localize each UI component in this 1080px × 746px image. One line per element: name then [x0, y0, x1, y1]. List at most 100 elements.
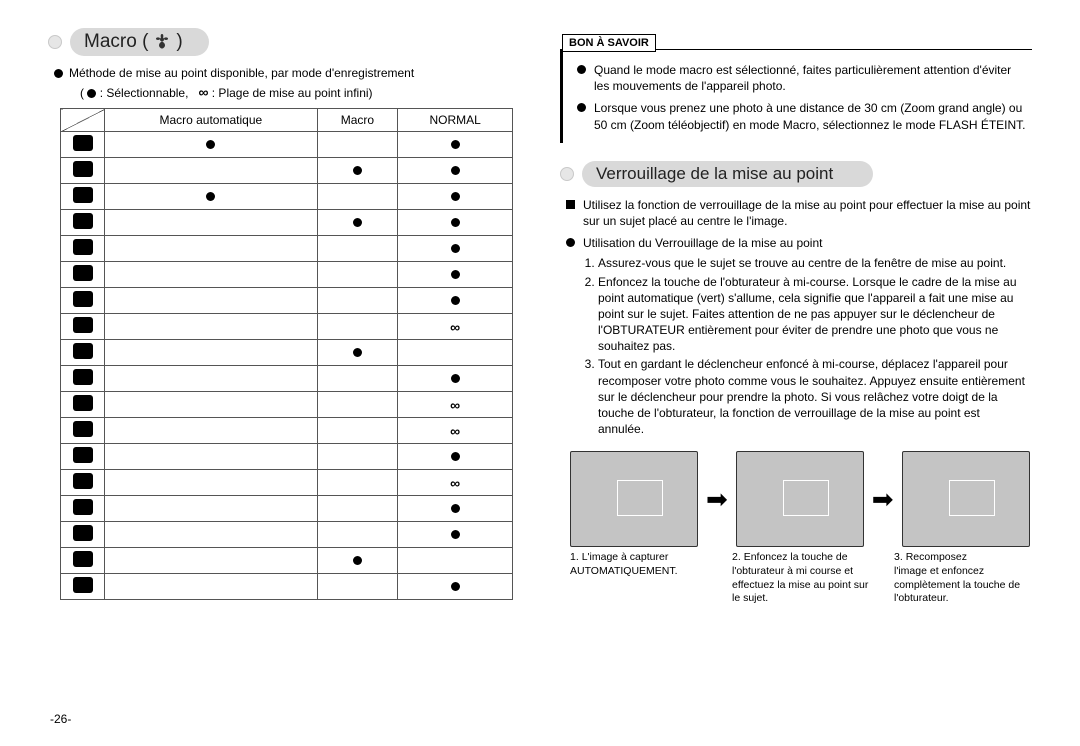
mode-icon [73, 577, 93, 593]
dot-icon [353, 166, 362, 175]
macro-section-header: Macro ( ) [48, 28, 520, 56]
captions-row: 1. L'image à capturerAUTOMATIQUEMENT.2. … [570, 551, 1032, 606]
caption-l2: l'image et enfoncez complètement la touc… [894, 565, 1020, 604]
dot-icon [451, 218, 460, 227]
mode-icon [73, 343, 93, 359]
mode-icon-cell [61, 158, 105, 184]
dot-icon [353, 218, 362, 227]
mode-icon-cell [61, 470, 105, 496]
cell-macro [317, 158, 398, 184]
info-item-text: Lorsque vous prenez une photo à une dist… [594, 100, 1026, 132]
utilization-line: Utilisation du Verrouillage de la mise a… [566, 235, 1032, 251]
mode-icon-cell [61, 392, 105, 418]
dot-icon [451, 140, 460, 149]
steps-list: Assurez-vous que le sujet se trouve au c… [598, 255, 1032, 437]
cell-macro [317, 418, 398, 444]
mode-icon-cell [61, 574, 105, 600]
col-normal: NORMAL [398, 109, 513, 132]
cell-macro [317, 262, 398, 288]
table-header-row: Macro automatique Macro NORMAL [61, 109, 513, 132]
step-item: Enfoncez la touche de l'obturateur à mi-… [598, 274, 1032, 355]
dot-icon [206, 140, 215, 149]
dot-icon [353, 348, 362, 357]
title-prefix: Macro ( [84, 31, 148, 53]
mode-icon [73, 187, 93, 203]
bullet-icon [54, 69, 63, 78]
dot-icon [451, 452, 460, 461]
table-row [61, 340, 513, 366]
cell-normal [398, 496, 513, 522]
cell-auto [105, 158, 318, 184]
page-number: -26- [50, 712, 71, 726]
info-item: Quand le mode macro est sélectionné, fai… [577, 62, 1026, 94]
caption-l2: l'obturateur à mi course et effectuez la… [732, 565, 868, 604]
caption-l2: AUTOMATIQUEMENT. [570, 565, 678, 577]
table-row [61, 548, 513, 574]
lcd-preview-2 [736, 451, 864, 547]
cell-auto [105, 444, 318, 470]
dot-icon [451, 504, 460, 513]
cell-normal [398, 184, 513, 210]
intro-line: Méthode de mise au point disponible, par… [54, 66, 520, 80]
col-auto: Macro automatique [105, 109, 318, 132]
dot-icon [206, 192, 215, 201]
table-row [61, 574, 513, 600]
cell-normal [398, 366, 513, 392]
cell-auto [105, 366, 318, 392]
bullet-icon [566, 238, 575, 247]
cell-auto [105, 496, 318, 522]
infinity-icon: ∞ [450, 475, 460, 491]
legend-line: ( : Sélectionnable, ∞ : Plage de mise au… [80, 84, 520, 100]
cell-normal [398, 574, 513, 600]
focus-lock-header: Verrouillage de la mise au point [560, 161, 1032, 187]
cell-auto [105, 574, 318, 600]
table-row [61, 132, 513, 158]
mode-icon [73, 551, 93, 567]
col-macro: Macro [317, 109, 398, 132]
col-blank [61, 109, 105, 132]
square-bullet-icon [566, 200, 575, 209]
cell-auto [105, 392, 318, 418]
caption-l1: Recomposez [906, 551, 967, 563]
table-row: ∞ [61, 470, 513, 496]
mode-icon-cell [61, 184, 105, 210]
infinity-icon: ∞ [450, 423, 460, 439]
mode-icon [73, 421, 93, 437]
cell-normal: ∞ [398, 314, 513, 340]
cell-auto [105, 210, 318, 236]
cell-auto [105, 418, 318, 444]
caption-number: 2. [732, 551, 741, 563]
title-suffix: ) [176, 31, 182, 53]
info-box: BON À SAVOIR Quand le mode macro est sél… [560, 34, 1032, 143]
info-item-text: Quand le mode macro est sélectionné, fai… [594, 62, 1026, 94]
cell-normal [398, 236, 513, 262]
info-box-label: BON À SAVOIR [562, 34, 656, 52]
cell-normal: ∞ [398, 392, 513, 418]
cell-auto [105, 236, 318, 262]
info-item: Lorsque vous prenez une photo à une dist… [577, 100, 1026, 132]
table-row [61, 444, 513, 470]
cell-macro [317, 236, 398, 262]
bullet-icon [577, 65, 586, 74]
infinity-icon: ∞ [198, 84, 208, 100]
table-row: ∞ [61, 392, 513, 418]
table-row [61, 366, 513, 392]
mode-icon [73, 135, 93, 151]
mode-icon-cell [61, 132, 105, 158]
cell-normal [398, 340, 513, 366]
mode-icon-cell [61, 366, 105, 392]
caption-number: 1. [570, 551, 579, 563]
cell-auto [105, 314, 318, 340]
mode-icon [73, 161, 93, 177]
page-container: Macro ( ) Méthode de mise au point dispo… [48, 28, 1032, 606]
cell-macro [317, 574, 398, 600]
cell-macro [317, 184, 398, 210]
macro-title: Macro ( ) [70, 28, 209, 56]
utilization-text: Utilisation du Verrouillage de la mise a… [583, 235, 822, 251]
mode-icon-cell [61, 522, 105, 548]
cell-macro [317, 340, 398, 366]
cell-auto [105, 340, 318, 366]
cell-normal: ∞ [398, 470, 513, 496]
mode-icon-cell [61, 262, 105, 288]
cell-macro [317, 548, 398, 574]
